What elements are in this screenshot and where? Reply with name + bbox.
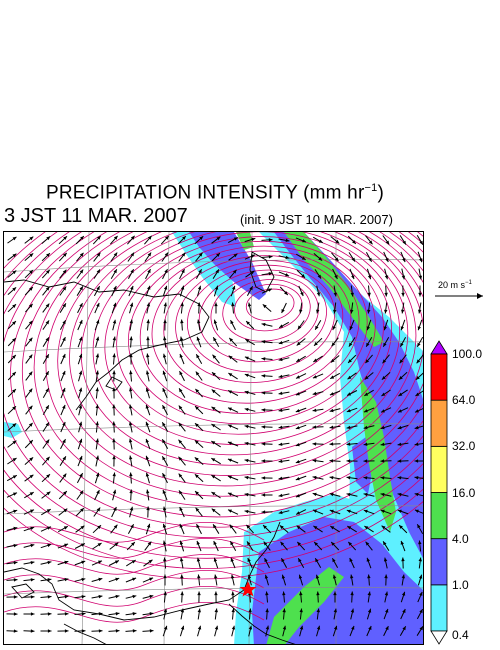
reference-vector: 20 m s−1: [433, 280, 488, 304]
colorbar-label: 16.0: [452, 485, 476, 500]
colorbar-band-1: [430, 584, 448, 632]
colorbar-band-4: [430, 445, 448, 493]
colorbar-band-6: [430, 353, 448, 401]
colorbar: [430, 340, 448, 645]
reference-vector-label: 20 m s−1: [438, 280, 472, 290]
colorbar-label: 0.4: [452, 628, 469, 642]
coastline: [4, 251, 296, 644]
colorbar-label: 4.0: [452, 531, 469, 546]
colorbar-label: 64.0: [452, 393, 476, 408]
init-time: (init. 9 JST 10 MAR. 2007): [240, 212, 393, 227]
chart-title: PRECIPITATION INTENSITY (mm hr−1): [0, 182, 430, 204]
colorbar-band-3: [430, 492, 448, 540]
colorbar-band-2: [430, 538, 448, 586]
colorbar-band-5: [430, 399, 448, 447]
wind-vectors: [6, 234, 423, 637]
colorbar-label: 100.0: [452, 347, 483, 361]
title-text: PRECIPITATION INTENSITY (mm hr: [46, 182, 365, 204]
title-close: ): [377, 182, 384, 204]
reference-vector-exponent: −1: [465, 280, 472, 286]
colorbar-label: 1.0: [452, 577, 469, 592]
colorbar-label: 32.0: [452, 439, 476, 454]
precipitation-map: [3, 231, 424, 645]
station-marker: [239, 581, 257, 597]
map-canvas: [4, 232, 423, 644]
colorbar-underflow-low: [430, 630, 448, 645]
title-exponent: −1: [364, 182, 378, 194]
reference-arrow-icon: [435, 293, 483, 299]
colorbar-overflow-high: [430, 340, 448, 355]
reference-vector-text: 20 m s: [438, 280, 466, 290]
valid-time: 3 JST 11 MAR. 2007: [4, 205, 188, 227]
